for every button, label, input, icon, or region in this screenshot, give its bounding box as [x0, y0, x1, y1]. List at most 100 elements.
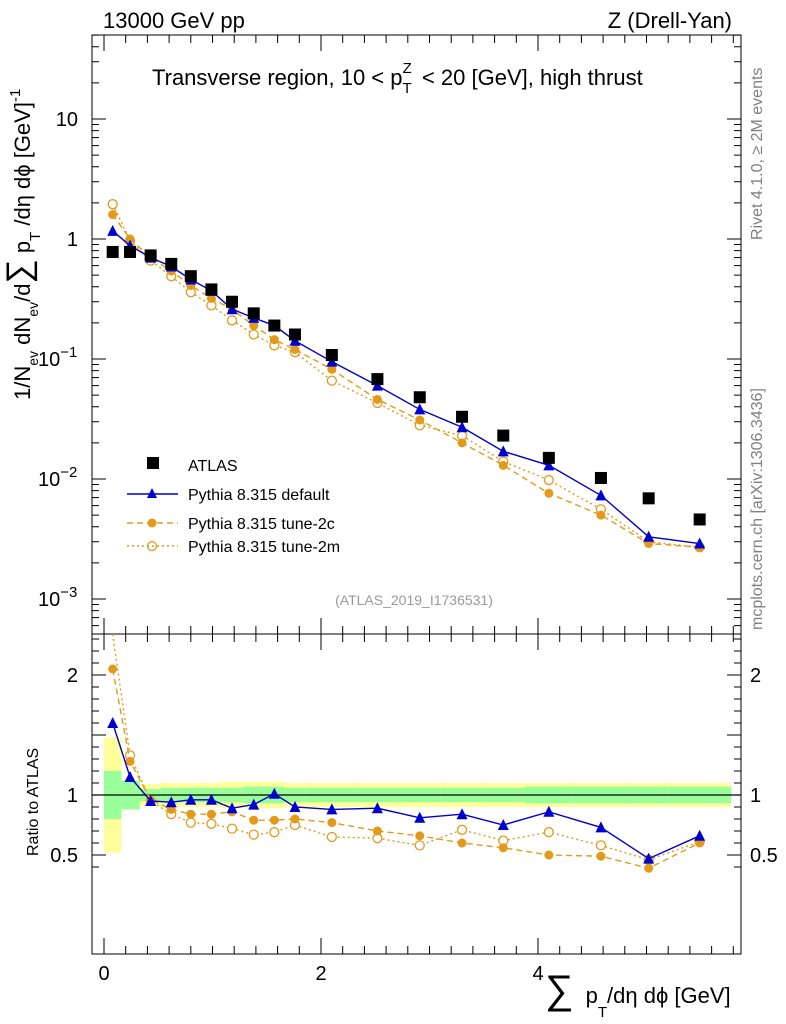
- ratio-point-default: [694, 829, 706, 841]
- point-atlas: [226, 295, 239, 308]
- ratio-point-tune2m: [543, 827, 554, 838]
- point-tune2c: [498, 460, 508, 470]
- ratio-point-default: [456, 808, 468, 820]
- ratio-tick-label-right: 0.5: [750, 845, 778, 867]
- ratio-point-tune2c: [498, 843, 508, 853]
- ratio-point-default: [165, 796, 177, 808]
- ratio-point-default: [248, 798, 260, 810]
- point-atlas: [165, 257, 178, 270]
- x-tick-label: 4: [532, 963, 543, 985]
- x-tick-label: 2: [315, 963, 326, 985]
- ratio-point-default: [289, 801, 301, 812]
- ratio-tick-label-left: 2: [67, 665, 78, 687]
- point-atlas: [371, 373, 384, 386]
- analysis-id: (ATLAS_2019_I1736531): [335, 592, 493, 608]
- point-default: [497, 445, 509, 457]
- ratio-line-tune2c: [111, 668, 700, 869]
- main-series: [106, 199, 706, 553]
- point-tune2c: [327, 364, 337, 374]
- ratio-point-tune2m: [206, 818, 217, 829]
- point-atlas: [144, 249, 157, 262]
- ratio-point-default: [124, 771, 136, 782]
- point-atlas: [124, 245, 137, 258]
- point-default: [226, 303, 238, 315]
- point-atlas: [594, 471, 607, 484]
- ratio-point-tune2c: [644, 863, 654, 873]
- point-default: [694, 537, 706, 549]
- point-default: [107, 224, 119, 236]
- legend-marker-tune2c: [147, 518, 157, 528]
- ratio-point-default: [145, 795, 157, 806]
- point-tune2c: [206, 293, 216, 303]
- y-tick-label: 1: [67, 229, 78, 251]
- ratio-point-default: [543, 805, 555, 817]
- ratio-point-default: [414, 811, 426, 823]
- point-default: [456, 421, 468, 433]
- point-tune2c: [457, 438, 467, 448]
- point-atlas: [456, 410, 469, 423]
- ratio-point-tune2c: [125, 756, 135, 766]
- legend-marker-atlas: [147, 457, 159, 469]
- ratio-point-default: [107, 717, 119, 728]
- point-tune2c: [125, 234, 135, 244]
- ratio-point-tune2c: [290, 814, 300, 824]
- ratio-point-default: [595, 821, 607, 833]
- point-tune2c: [544, 488, 554, 498]
- ratio-point-tune2m: [248, 829, 259, 840]
- ratio-point-default: [185, 793, 197, 805]
- ratio-point-tune2c: [269, 815, 279, 825]
- plot-title: Transverse region, 10 < pTZ < 20 [GeV], …: [152, 60, 643, 97]
- ratio-point-tune2m: [414, 840, 425, 851]
- main-y-axis: 10 1 10−1 10−2 10−3: [38, 34, 741, 627]
- ratio-panel-frame: [91, 633, 742, 955]
- legend-label-atlas: ATLAS: [188, 458, 238, 475]
- ratio-point-tune2c: [186, 809, 196, 819]
- point-default: [595, 489, 607, 501]
- ratio-point-tune2m: [595, 840, 607, 851]
- header-right: Z (Drell-Yan): [608, 8, 732, 33]
- ratio-point-tune2c: [596, 851, 606, 861]
- ratio-point-tune2c: [249, 815, 259, 825]
- ratio-point-tune2c: [372, 826, 382, 836]
- point-default: [371, 379, 383, 391]
- ratio-tick-label-right: 2: [750, 665, 761, 687]
- point-tune2c: [372, 394, 382, 404]
- point-atlas: [184, 270, 197, 283]
- legend: ATLAS Pythia 8.315 default Pythia 8.315 …: [127, 457, 340, 556]
- ratio-point-tune2m: [226, 823, 238, 834]
- y-tick-label: 10−2: [38, 464, 77, 491]
- point-atlas: [642, 492, 655, 505]
- ratio-point-tune2m: [326, 831, 338, 843]
- ratio-point-tune2m: [456, 824, 468, 835]
- ratio-tick-label-left: 0.5: [50, 845, 78, 867]
- ratio-point-default: [497, 819, 509, 830]
- ratio-line-tune2m: [111, 633, 700, 861]
- point-default: [643, 530, 655, 542]
- y-tick-label: 10−3: [38, 584, 77, 611]
- point-atlas: [106, 245, 119, 258]
- ratio-point-tune2m: [269, 827, 280, 838]
- point-default: [414, 403, 426, 415]
- ratio-point-tune2c: [206, 809, 216, 819]
- point-atlas: [205, 283, 218, 296]
- point-tune2c: [108, 210, 118, 220]
- legend-label-default: Pythia 8.315 default: [188, 487, 330, 504]
- header-left: 13000 GeV pp: [103, 8, 245, 33]
- point-atlas: [247, 307, 260, 320]
- y-tick-label: 10: [56, 109, 78, 131]
- mcplots-label: mcplots.cern.ch [arXiv:1306.3436]: [749, 388, 766, 630]
- point-atlas: [413, 391, 426, 404]
- ratio-point-default: [371, 802, 383, 814]
- x-axis: 0 2 4: [98, 35, 734, 985]
- point-atlas: [288, 328, 301, 341]
- point-tune2m: [226, 315, 238, 326]
- y-tick-label: 10−1: [38, 344, 77, 371]
- ratio-point-default: [268, 787, 280, 799]
- point-tune2c: [415, 415, 425, 425]
- point-tune2c: [290, 344, 300, 354]
- point-atlas: [693, 513, 706, 526]
- x-axis-label: ∑ pT/dη dϕ [GeV]: [545, 968, 731, 1021]
- point-default: [543, 459, 555, 471]
- ratio-point-default: [205, 793, 217, 805]
